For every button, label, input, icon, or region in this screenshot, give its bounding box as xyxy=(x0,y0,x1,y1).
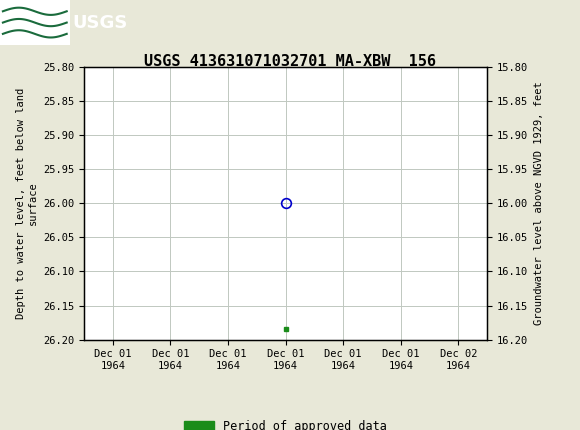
Text: USGS: USGS xyxy=(72,14,128,31)
Bar xyxy=(0,0,70,45)
Text: USGS 413631071032701 MA-XBW  156: USGS 413631071032701 MA-XBW 156 xyxy=(144,54,436,69)
Legend: Period of approved data: Period of approved data xyxy=(180,415,392,430)
Y-axis label: Depth to water level, feet below land
surface: Depth to water level, feet below land su… xyxy=(16,88,38,319)
Y-axis label: Groundwater level above NGVD 1929, feet: Groundwater level above NGVD 1929, feet xyxy=(534,81,543,325)
